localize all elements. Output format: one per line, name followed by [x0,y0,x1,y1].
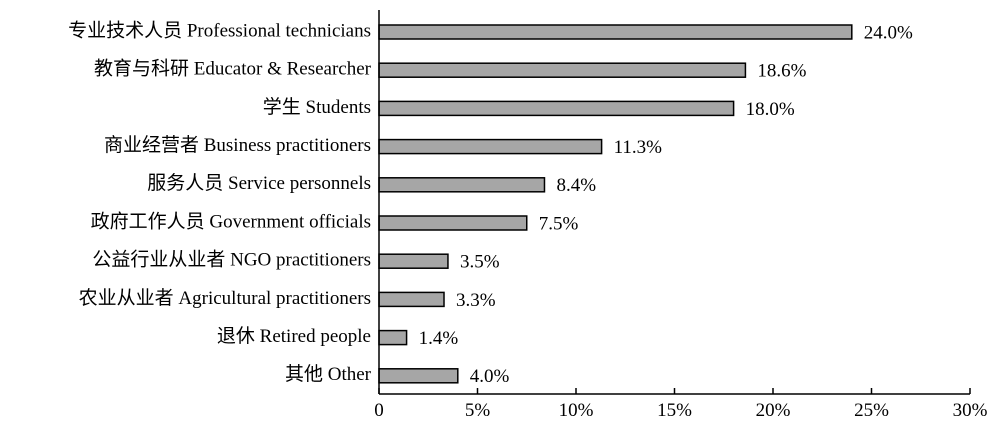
category-label: 政府工作人员 Government officials [91,210,371,232]
value-label: 7.5% [539,213,579,234]
category-label: 退休 Retired people [217,325,371,347]
bar [378,329,408,346]
x-tick-label: 5% [465,400,491,421]
bar [378,138,603,155]
bar [378,215,528,231]
value-label: 18.6% [757,61,806,82]
x-tick-label: 30% [953,400,988,421]
value-label: 8.4% [556,175,596,196]
x-tick-label: 10% [559,400,594,421]
category-labels: 专业技术人员 Professional technicians 教育与科研 Edu… [68,19,372,385]
x-tick-label: 15% [657,400,692,421]
value-label: 18.0% [746,99,795,120]
category-label: 公益行业从业者 NGO practitioners [92,249,371,271]
value-labels: 24.0% 18.6% 18.0% 11.3% 8.4% 7.5% 3.5% 3.3% 1.4%… [419,22,913,387]
value-label: 24.0% [864,22,913,43]
bar [378,24,853,40]
x-axis: 0 5% 10% 15% 20% 25% 30% [374,10,988,421]
bar [378,177,546,193]
category-label: 学生 Students [263,96,371,118]
category-label: 专业技术人员 Professional technicians [68,19,371,41]
category-label: 农业从业者 Agricultural practitioners [79,287,371,309]
category-label: 其他 Other [285,363,372,385]
x-tick-label: 20% [756,400,791,421]
bar [378,62,747,78]
bar [378,100,735,117]
value-label: 11.3% [614,137,663,158]
x-tick-label: 0 [374,400,384,421]
bar [378,368,459,384]
x-tick-label: 25% [854,400,889,421]
category-label: 商业经营者 Business practitioners [104,134,371,156]
value-label: 1.4% [419,328,459,349]
category-label: 教育与科研 Educator & Researcher [94,58,372,80]
bar [378,253,449,269]
bar [378,291,445,308]
category-label: 服务人员 Service personnels [147,172,371,194]
value-label: 4.0% [470,366,510,387]
value-label: 3.3% [456,290,496,311]
value-label: 3.5% [460,252,500,273]
